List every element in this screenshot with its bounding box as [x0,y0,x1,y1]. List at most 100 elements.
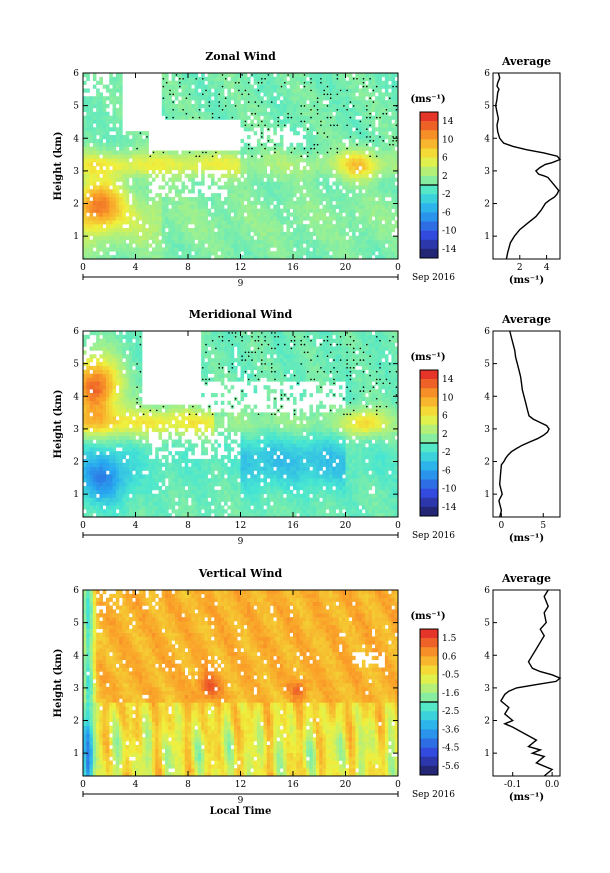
heatmap-cell [171,173,176,178]
heatmap-cell [86,73,90,78]
heatmap-cell [375,235,379,240]
heatmap-cell [312,189,317,194]
heatmap-cell [250,208,254,213]
heatmap-cell [92,104,97,109]
heatmap-cell [178,189,182,194]
heatmap-cell [112,513,117,518]
heatmap-cell [358,142,363,147]
average-y-tick-label: 4 [484,134,490,144]
contour-mark [208,105,211,107]
heatmap-cell [256,73,261,78]
heatmap-cell [289,247,294,252]
heatmap-cell [122,381,126,386]
heatmap-cell [319,107,323,113]
heatmap-cell [358,154,363,159]
heatmap-cell [142,447,146,452]
heatmap-cell [89,239,94,244]
heatmap-cell [220,216,225,221]
heatmap-cell [96,416,100,421]
heatmap-cell [315,181,320,186]
heatmap-cell [105,104,110,109]
heatmap-cell [352,208,356,213]
heatmap-cell [109,239,113,244]
heatmap-cell [207,239,212,244]
heatmap-cell [96,346,100,351]
heatmap-cell [306,115,310,120]
heatmap-cell [214,115,218,120]
heatmap-cell [135,509,140,514]
contour-mark [136,401,138,404]
heatmap-cell [276,169,281,175]
heatmap-cell [276,146,281,151]
heatmap-cell [132,385,136,390]
heatmap-cell [361,212,366,217]
heatmap-cell [102,212,107,217]
heatmap-cell [96,212,100,217]
heatmap-cell [112,115,117,120]
contour-mark [261,136,263,138]
heatmap-cell [109,439,113,444]
contour-mark [395,124,398,127]
heatmap-cell [230,154,235,159]
heatmap-cell [128,162,133,167]
heatmap-cell [207,96,212,101]
heatmap-cell [115,489,120,495]
heatmap-cell [99,111,103,116]
heatmap-cell [332,100,336,105]
heatmap-cell [329,255,333,260]
heatmap-cell [365,73,369,78]
heatmap-cell [230,231,235,237]
heatmap-cell [319,92,323,97]
heatmap-cell [276,255,281,260]
heatmap-cell [230,228,235,233]
heatmap-cell [286,212,291,217]
heatmap-cell [119,73,123,78]
heatmap-cell [342,131,346,136]
heatmap-cell [99,243,103,248]
heatmap-cell [256,239,261,244]
heatmap-cell [105,455,110,460]
heatmap-cell [233,92,238,97]
heatmap-cell [86,231,90,237]
heatmap-cell [286,224,291,229]
heatmap-cell [122,362,126,367]
heatmap-cell [325,123,330,128]
contour-mark [211,112,214,115]
heatmap-cell [266,76,271,82]
heatmap-cell [240,111,245,116]
heatmap-cell [283,115,287,120]
contour-mark [326,93,329,96]
heatmap-cell [92,231,97,237]
heatmap-cell [132,478,136,483]
heatmap-cell [352,224,356,229]
heatmap-cell [220,220,225,225]
heatmap-cell [368,177,373,182]
contour-mark [336,147,339,150]
heatmap-cell [388,166,392,171]
heatmap-cell [86,474,90,479]
heatmap-cell [309,131,313,136]
heatmap-cell [296,158,300,163]
heatmap-cell [250,88,254,93]
heatmap-cell [394,251,399,256]
heatmap-cell [119,435,123,440]
heatmap-cell [256,173,261,178]
heatmap-cell [240,231,245,237]
heatmap-cell [361,107,366,113]
heatmap-cell [112,173,117,178]
heatmap-cell [227,212,231,217]
heatmap-cell [302,173,307,178]
heatmap-cell [253,224,258,229]
heatmap-cell [335,247,340,252]
heatmap-cell [128,369,133,374]
heatmap-cell [102,208,107,213]
heatmap-cell [319,251,323,256]
heatmap-cell [194,224,199,229]
heatmap-cell [230,92,235,97]
heatmap-cell [332,204,336,209]
heatmap-cell [128,235,133,240]
heatmap-cell [132,231,136,237]
heatmap-cell [243,216,248,221]
heatmap-cell [128,443,133,448]
heatmap-cell [174,158,179,163]
